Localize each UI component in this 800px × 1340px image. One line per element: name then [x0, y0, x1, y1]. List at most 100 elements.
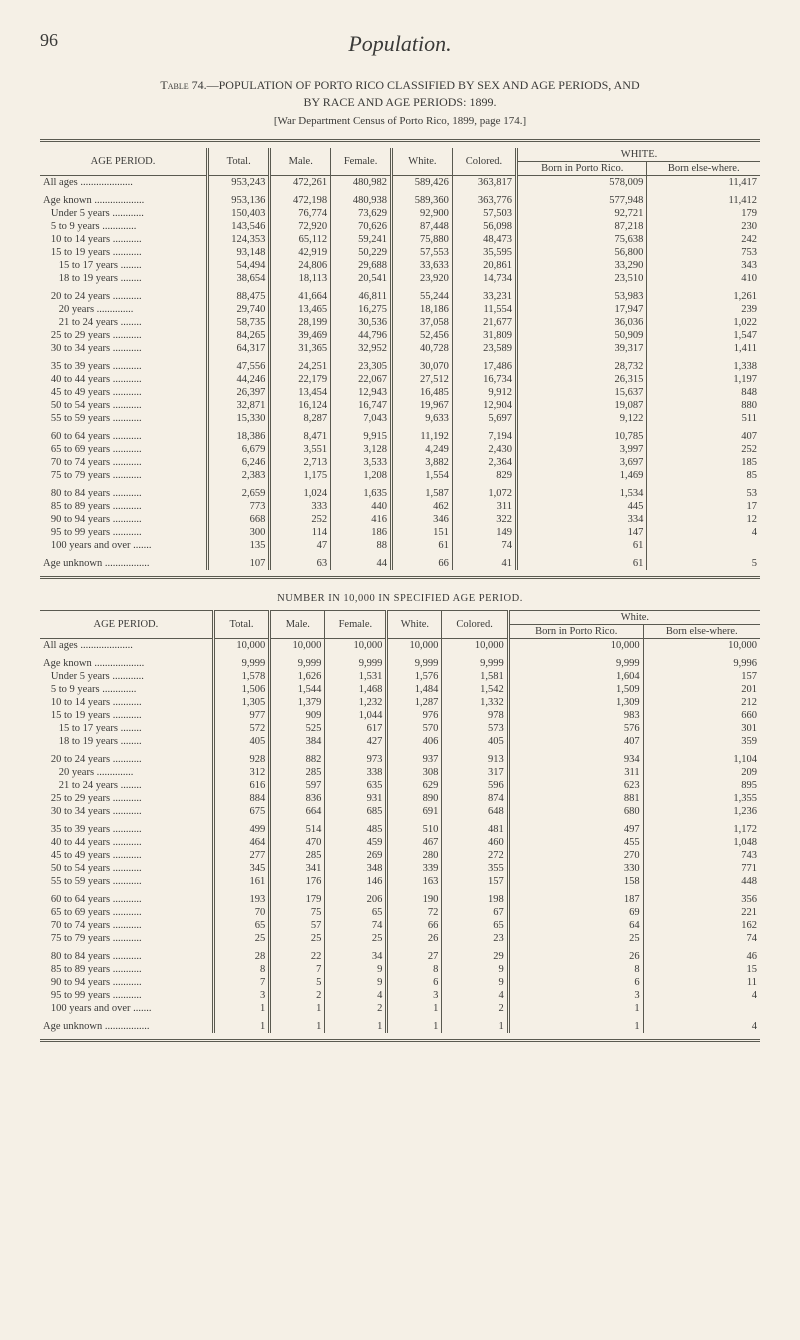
cell-value: 25 [325, 932, 387, 945]
cell-value: 973 [325, 748, 387, 766]
cell-value: 269 [325, 849, 387, 862]
cell-value: 460 [442, 836, 508, 849]
cell-value: 72 [387, 906, 442, 919]
cell-value: 1,197 [647, 373, 760, 386]
cell-value: 9,912 [452, 386, 516, 399]
col-colored: Colored. [442, 610, 508, 638]
cell-value: 7,043 [331, 412, 392, 425]
cell-value: 69 [508, 906, 643, 919]
cell-value: 10,000 [508, 638, 643, 652]
row-label: 75 to 79 years ........... [40, 469, 208, 482]
cell-value: 179 [647, 207, 760, 220]
cell-value: 1,309 [508, 696, 643, 709]
cell-value: 346 [392, 513, 453, 526]
cell-value: 15,637 [517, 386, 647, 399]
row-label: Age known ................... [40, 652, 213, 670]
cell-value: 11 [643, 976, 760, 989]
cell-value: 1,208 [331, 469, 392, 482]
cell-value: 61 [517, 552, 647, 570]
cell-value: 33,633 [392, 259, 453, 272]
row-label: 80 to 84 years ........... [40, 945, 213, 963]
cell-value: 46 [643, 945, 760, 963]
cell-value: 88 [331, 539, 392, 552]
cell-value: 24,251 [270, 355, 331, 373]
row-label: 30 to 34 years ........... [40, 342, 208, 355]
row-label: 10 to 14 years ........... [40, 696, 213, 709]
cell-value: 162 [643, 919, 760, 932]
cell-value: 1,022 [647, 316, 760, 329]
cell-value: 23,510 [517, 272, 647, 285]
cell-value: 339 [387, 862, 442, 875]
cell-value: 14,734 [452, 272, 516, 285]
row-label: 5 to 9 years ............. [40, 683, 213, 696]
cell-value: 176 [270, 875, 325, 888]
cell-value: 55,244 [392, 285, 453, 303]
cell-value: 881 [508, 792, 643, 805]
cell-value: 75,638 [517, 233, 647, 246]
cell-value: 9,999 [387, 652, 442, 670]
cell-value: 28,732 [517, 355, 647, 373]
cell-value: 42,919 [270, 246, 331, 259]
row-label: 60 to 64 years ........... [40, 888, 213, 906]
cell-value: 53 [647, 482, 760, 500]
cell-value: 3 [213, 989, 270, 1002]
cell-value: 179 [270, 888, 325, 906]
col-born-pr: Born in Porto Rico. [508, 624, 643, 638]
cell-value: 26,315 [517, 373, 647, 386]
cell-value: 1,587 [392, 482, 453, 500]
cell-value: 44,246 [208, 373, 270, 386]
cell-value: 576 [508, 722, 643, 735]
row-label: 20 years .............. [40, 766, 213, 779]
row-label: 20 years .............. [40, 303, 208, 316]
cell-value: 252 [270, 513, 331, 526]
cell-value: 30,536 [331, 316, 392, 329]
cell-value: 953,243 [208, 175, 270, 189]
cell-value: 16,734 [452, 373, 516, 386]
cell-value: 70,626 [331, 220, 392, 233]
col-age-period: AGE PERIOD. [40, 148, 208, 176]
cell-value: 10,000 [643, 638, 760, 652]
cell-value: 24,806 [270, 259, 331, 272]
cell-value: 2,430 [452, 443, 516, 456]
cell-value: 589,426 [392, 175, 453, 189]
cell-value: 18,386 [208, 425, 270, 443]
cell-value: 4,249 [392, 443, 453, 456]
cell-value: 27 [387, 945, 442, 963]
cell-value: 44,796 [331, 329, 392, 342]
cell-value: 1,581 [442, 670, 508, 683]
cell-value: 341 [270, 862, 325, 875]
cell-value: 239 [647, 303, 760, 316]
cell-value: 1,484 [387, 683, 442, 696]
cell-value: 2 [442, 1002, 508, 1015]
col-white-group: White. [508, 610, 760, 624]
cell-value: 1 [387, 1002, 442, 1015]
row-label: Under 5 years ............ [40, 207, 208, 220]
cell-value: 928 [213, 748, 270, 766]
caption-line-1: Table 74.—POPULATION OF PORTO RICO CLASS… [160, 78, 639, 92]
cell-value: 470 [270, 836, 325, 849]
cell-value: 33,290 [517, 259, 647, 272]
cell-value: 9,996 [643, 652, 760, 670]
cell-value: 1 [270, 1002, 325, 1015]
cell-value: 38,654 [208, 272, 270, 285]
cell-value: 37,058 [392, 316, 453, 329]
cell-value: 300 [208, 526, 270, 539]
cell-value: 890 [387, 792, 442, 805]
cell-value: 3,697 [517, 456, 647, 469]
cell-value: 22,067 [331, 373, 392, 386]
cell-value: 427 [325, 735, 387, 748]
cell-value: 9,122 [517, 412, 647, 425]
cell-value: 8,471 [270, 425, 331, 443]
cell-value: 157 [442, 875, 508, 888]
cell-value: 76,774 [270, 207, 331, 220]
cell-value: 472,261 [270, 175, 331, 189]
cell-value: 334 [517, 513, 647, 526]
cell-value: 65 [442, 919, 508, 932]
cell-value: 61 [517, 539, 647, 552]
cell-value: 570 [387, 722, 442, 735]
cell-value: 56,800 [517, 246, 647, 259]
cell-value: 480,982 [331, 175, 392, 189]
cell-value: 20,541 [331, 272, 392, 285]
cell-value: 54,494 [208, 259, 270, 272]
cell-value: 1,554 [392, 469, 453, 482]
